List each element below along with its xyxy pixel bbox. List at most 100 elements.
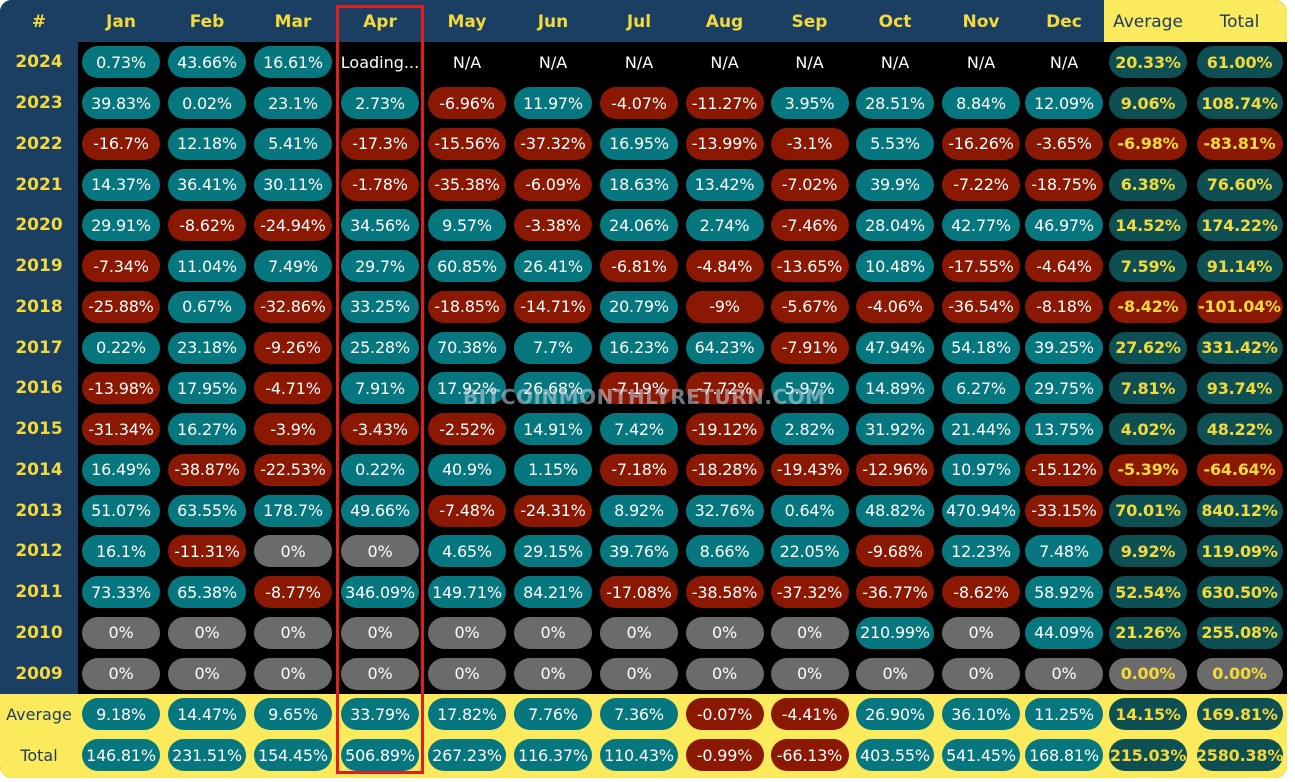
return-pill: -8.62% [942, 576, 1020, 609]
header-feb: Feb [164, 2, 250, 43]
return-pill: -18.85% [428, 290, 506, 323]
table-row: 2016 -13.98% 17.95% -4.71% 7.91% 17.92% 26.68%… [0, 368, 1287, 409]
header-row: # Jan Feb Mar Apr May Jun Jul Aug Sep Oct Nov Dec Ave… [0, 2, 1287, 43]
return-pill: 0% [82, 657, 160, 690]
month-cell: -15.56% [424, 124, 510, 165]
year-cell: 2024 [0, 42, 78, 83]
return-pill: -37.32% [514, 127, 592, 160]
month-cell: -4.71% [250, 368, 336, 409]
month-cell: 5.97% [767, 368, 852, 409]
return-pill: -24.94% [254, 209, 332, 242]
return-pill: 0% [856, 657, 934, 690]
row-total-cell: 108.74% [1192, 83, 1287, 124]
return-pill: -3.1% [770, 127, 849, 160]
month-cell: 0% [78, 613, 164, 654]
month-cell: -4.64% [1024, 246, 1104, 287]
return-pill: 31.92% [856, 413, 934, 446]
footer-month-cell: 7.36% [596, 694, 682, 735]
month-cell: 0% [336, 613, 424, 654]
month-cell: 20.79% [596, 287, 682, 328]
average-pill: 7.59% [1109, 250, 1187, 283]
month-cell: 0% [767, 653, 852, 694]
return-pill: 10.97% [942, 453, 1020, 486]
total-pill: 840.12% [1196, 494, 1283, 527]
return-pill: -8.77% [254, 576, 332, 609]
table-row: 2018 -25.88% 0.67% -32.86% 33.25% -18.85% -14.… [0, 287, 1287, 328]
month-cell: 17.92% [424, 368, 510, 409]
return-pill: 2.73% [341, 87, 419, 120]
month-cell: 30.11% [250, 164, 336, 205]
return-pill: 0% [942, 616, 1020, 649]
month-cell: 84.21% [510, 572, 596, 613]
return-pill: 18.63% [600, 168, 678, 201]
month-cell: 8.92% [596, 490, 682, 531]
month-cell: -19.12% [682, 409, 767, 450]
return-pill: 39.25% [1025, 331, 1103, 364]
year-label: 2012 [15, 541, 63, 562]
return-pill: -9.26% [254, 331, 332, 364]
footer-month-cell: 9.18% [78, 694, 164, 735]
footer-total-cell: 2580.38% [1192, 735, 1287, 776]
return-pill: -4.64% [1025, 250, 1103, 283]
status-text: Loading... [340, 52, 420, 72]
month-cell: 65.38% [164, 572, 250, 613]
header-jul: Jul [596, 2, 682, 43]
footer-pill: 506.89% [341, 739, 419, 772]
return-pill: 63.55% [168, 494, 246, 527]
return-pill: -36.54% [942, 290, 1020, 323]
return-pill: 0% [254, 535, 332, 568]
header-nov: Nov [938, 2, 1024, 43]
footer-total-row: Total 146.81% 231.51% 154.45% 506.89% 267.23%… [0, 735, 1287, 776]
return-pill: -15.56% [428, 127, 506, 160]
month-cell: -24.94% [250, 205, 336, 246]
return-pill: 40.9% [428, 453, 506, 486]
month-cell: 210.99% [852, 613, 938, 654]
month-cell: 60.85% [424, 246, 510, 287]
return-pill: 0.02% [168, 87, 246, 120]
month-cell: 0.22% [336, 450, 424, 491]
total-pill: 61.00% [1196, 46, 1283, 79]
month-cell: 178.7% [250, 490, 336, 531]
month-cell: -36.77% [852, 572, 938, 613]
month-cell: -7.02% [767, 164, 852, 205]
month-cell: 3.95% [767, 83, 852, 124]
month-cell: 23.18% [164, 327, 250, 368]
header-mar: Mar [250, 2, 336, 43]
month-cell: 14.37% [78, 164, 164, 205]
total-pill: 48.22% [1196, 413, 1283, 446]
footer-pill: 267.23% [428, 739, 506, 772]
return-pill: 178.7% [254, 494, 332, 527]
month-cell: 0% [852, 653, 938, 694]
month-cell: 8.84% [938, 83, 1024, 124]
year-cell: 2019 [0, 246, 78, 287]
table-row: 2017 0.22% 23.18% -9.26% 25.28% 70.38% 7.7% 16.… [0, 327, 1287, 368]
month-cell: -24.31% [510, 490, 596, 531]
footer-month-cell: 146.81% [78, 735, 164, 776]
month-cell: 29.7% [336, 246, 424, 287]
footer-month-cell: -0.99% [682, 735, 767, 776]
month-cell: -22.53% [250, 450, 336, 491]
status-text: N/A [795, 52, 824, 72]
month-label: Sep [791, 12, 828, 33]
footer-pill: 168.81% [1025, 739, 1103, 772]
return-pill: -18.75% [1025, 168, 1103, 201]
row-average-cell: 0.00% [1104, 653, 1192, 694]
return-pill: 16.1% [82, 535, 160, 568]
return-pill: 0% [1025, 657, 1103, 690]
header-total: Total [1192, 2, 1287, 43]
month-cell: 0% [938, 613, 1024, 654]
return-pill: -4.71% [254, 372, 332, 405]
month-cell: 0% [682, 653, 767, 694]
row-total-cell: -64.64% [1192, 450, 1287, 491]
return-pill: 33.25% [341, 290, 419, 323]
month-cell: 0% [250, 613, 336, 654]
month-cell: -19.43% [767, 450, 852, 491]
return-pill: 24.06% [600, 209, 678, 242]
header-row-background [0, 0, 1104, 42]
corner-label: # [31, 12, 47, 33]
month-cell: -18.75% [1024, 164, 1104, 205]
month-cell: 40.9% [424, 450, 510, 491]
month-cell: 149.71% [424, 572, 510, 613]
return-pill: 12.23% [942, 535, 1020, 568]
footer-pill: 7.76% [514, 698, 592, 731]
